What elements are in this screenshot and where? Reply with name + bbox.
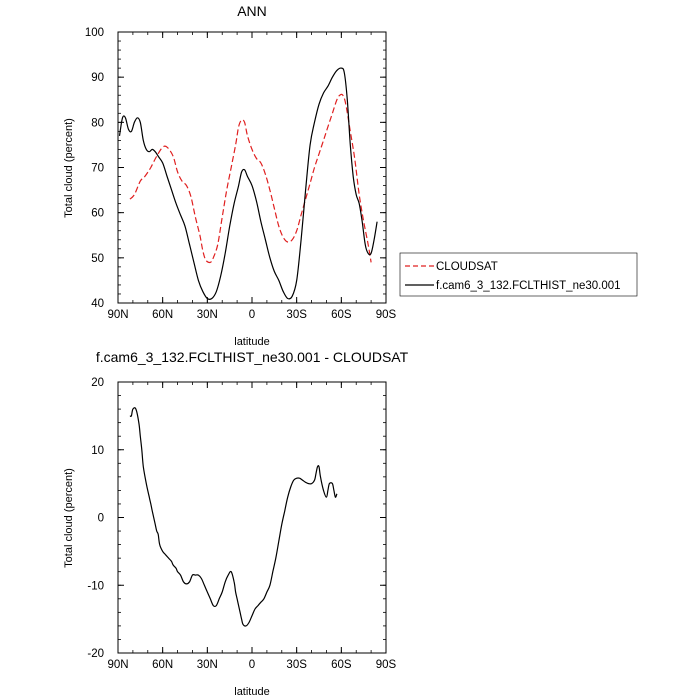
top-x-tick-label: 60S bbox=[331, 309, 352, 321]
legend-label-model: f.cam6_3_132.FCLTHIST_ne30.001 bbox=[436, 280, 621, 292]
top-y-tick-label: 100 bbox=[85, 27, 104, 39]
bottom-x-tick-label: 30N bbox=[197, 659, 218, 671]
top-x-tick-label: 0 bbox=[249, 309, 255, 321]
bottom-series-line-0 bbox=[129, 407, 338, 627]
legend-label-cloudsat: CLOUDSAT bbox=[436, 261, 498, 273]
top-y-tick-label: 90 bbox=[91, 72, 104, 84]
bottom-x-tick-label: 30S bbox=[286, 659, 307, 671]
legend-box bbox=[399, 252, 638, 297]
bottom-y-tick-label: 20 bbox=[91, 377, 104, 389]
top-y-axis-label: Total cloud (percent) bbox=[63, 118, 75, 218]
bottom-x-tick-label: 60N bbox=[152, 659, 173, 671]
top-y-tick-label: 50 bbox=[91, 253, 104, 265]
top-x-tick-label: 60N bbox=[152, 309, 173, 321]
bottom-x-axis-label: latitude bbox=[234, 686, 269, 698]
top-y-tick-label: 40 bbox=[91, 298, 104, 310]
top-y-tick-label: 70 bbox=[91, 163, 104, 175]
bottom-x-tick-label: 60S bbox=[331, 659, 352, 671]
top-x-tick-label: 90N bbox=[107, 309, 128, 321]
top-y-tick-label: 60 bbox=[91, 208, 104, 220]
top-plot-area bbox=[118, 67, 378, 300]
top-x-tick-label: 90S bbox=[376, 309, 397, 321]
bottom-plot-area bbox=[129, 407, 338, 627]
top-plot-frame bbox=[117, 31, 387, 304]
top-x-tick-label: 30N bbox=[197, 309, 218, 321]
top-panel: ANN Total cloud (percent) latitude 90N 60… bbox=[63, 3, 397, 348]
legend: CLOUDSAT f.cam6_3_132.FCLTHIST_ne30.001 bbox=[399, 252, 638, 297]
bottom-y-tick-label: 0 bbox=[98, 513, 104, 525]
bottom-plot-frame bbox=[117, 381, 387, 654]
bottom-y-tick-label: 10 bbox=[91, 445, 104, 457]
bottom-y-tick-label: -10 bbox=[87, 580, 104, 592]
bottom-x-tick-label: 90S bbox=[376, 659, 397, 671]
top-x-axis-label: latitude bbox=[234, 336, 269, 348]
bottom-panel: f.cam6_3_132.FCLTHIST_ne30.001 - CLOUDSA… bbox=[63, 349, 409, 698]
top-axes: 90N 60N 30N 0 30S 60S 90S 40 50 60 70 80 90 100 bbox=[85, 27, 397, 321]
bottom-chart-title: f.cam6_3_132.FCLTHIST_ne30.001 - CLOUDSA… bbox=[96, 349, 409, 365]
bottom-x-tick-label: 90N bbox=[107, 659, 128, 671]
top-chart-title: ANN bbox=[237, 3, 267, 19]
top-y-tick-label: 80 bbox=[91, 117, 104, 129]
top-series-line-1 bbox=[118, 67, 378, 300]
bottom-y-axis-label: Total cloud (percent) bbox=[63, 468, 75, 568]
top-x-tick-label: 30S bbox=[286, 309, 307, 321]
bottom-y-tick-label: -20 bbox=[87, 648, 104, 660]
top-series-line-0 bbox=[129, 93, 372, 264]
bottom-x-tick-label: 0 bbox=[249, 659, 255, 671]
bottom-axes: 90N 60N 30N 0 30S 60S 90S -20 -10 0 10 20 bbox=[87, 377, 396, 671]
